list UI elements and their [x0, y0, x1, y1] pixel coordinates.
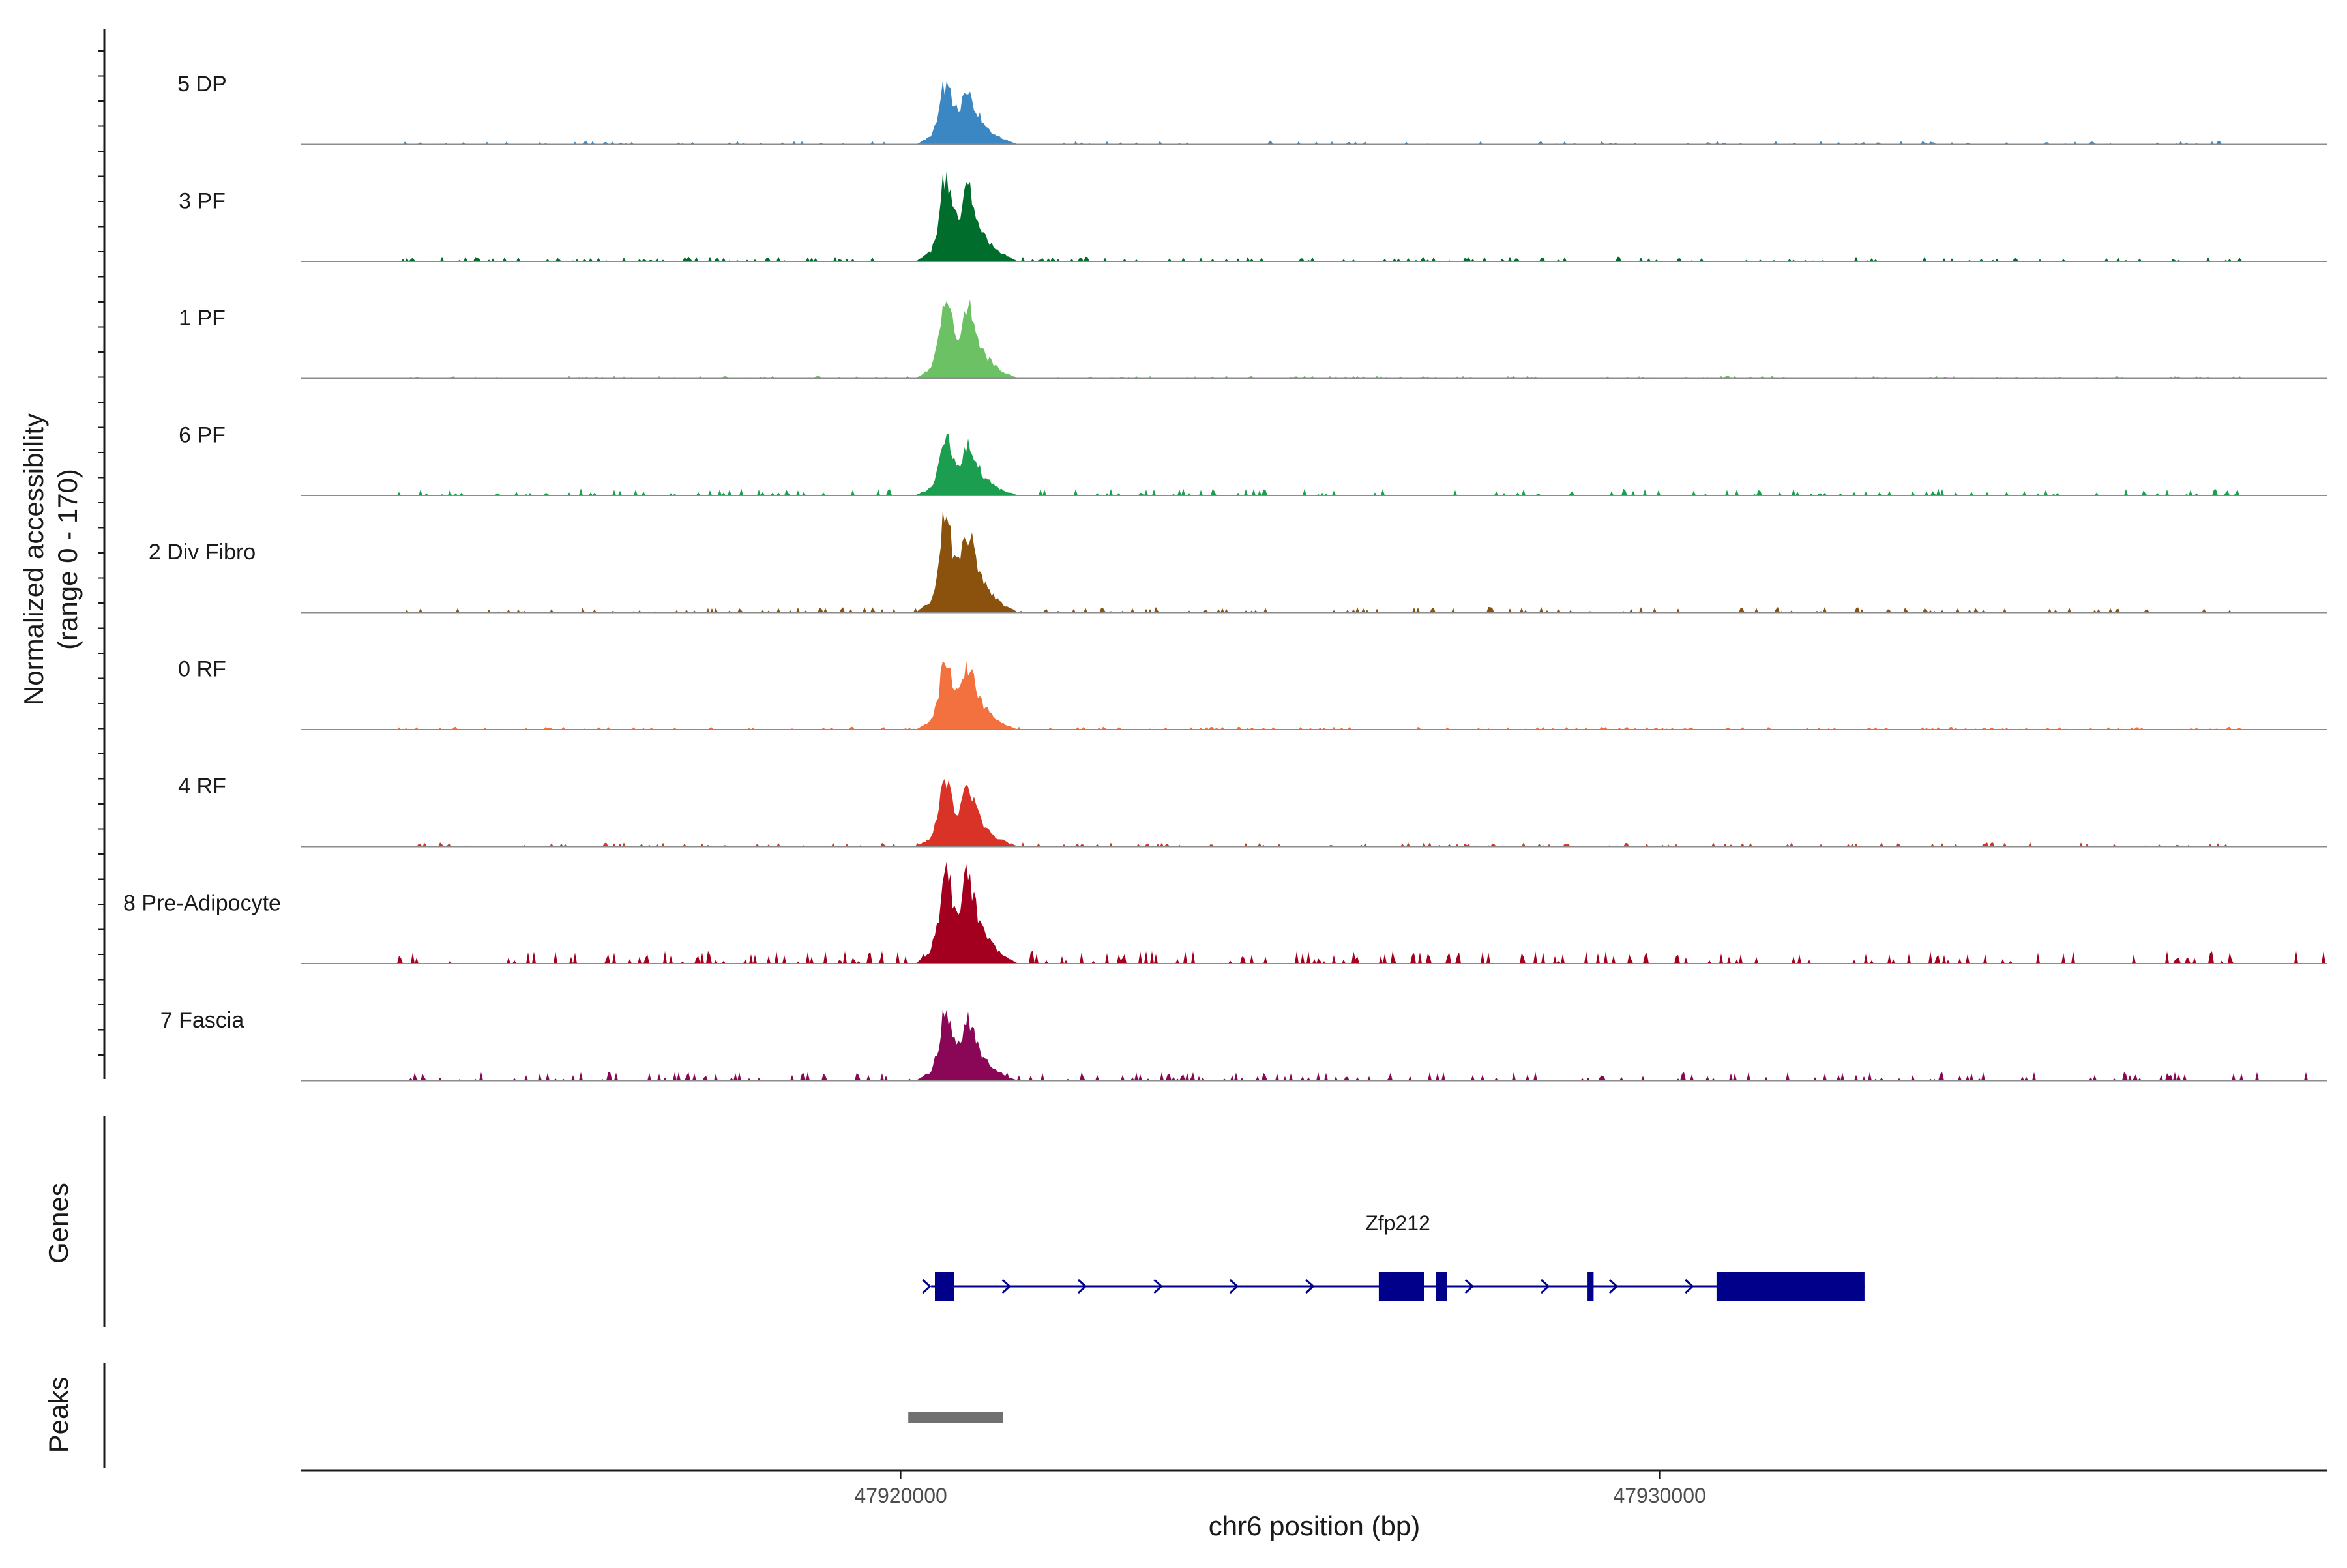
- coverage-area: [301, 778, 2327, 847]
- gene-exon: [1716, 1272, 1865, 1301]
- track-label: 5 DP: [177, 72, 227, 96]
- gene-label: Zfp212: [1365, 1211, 1430, 1235]
- strand-arrow: [1305, 1279, 1315, 1294]
- track-3: 1 PF: [179, 299, 2327, 379]
- gene-exon: [1378, 1272, 1424, 1301]
- coverage-area: [301, 80, 2327, 145]
- y-axis-title-range: (range 0 - 170): [52, 469, 83, 650]
- peak-region: [908, 1412, 1003, 1423]
- track-label: 6 PF: [179, 423, 226, 448]
- track-6: 0 RF: [178, 657, 2327, 730]
- strand-arrow: [1077, 1279, 1087, 1294]
- y-axis-title: Normalized accessibility: [18, 413, 49, 705]
- track-label: 4 RF: [178, 774, 226, 799]
- strand-arrow: [1685, 1279, 1694, 1294]
- x-axis-ticks: 47920000 47930000: [854, 1470, 1706, 1507]
- coverage-area: [301, 861, 2327, 964]
- coverage-axis-ticks: [98, 50, 104, 1056]
- track-label: 0 RF: [178, 657, 226, 682]
- coverage-area: [301, 510, 2327, 613]
- x-axis-title: chr6 position (bp): [1209, 1511, 1421, 1541]
- gene-exon: [1436, 1272, 1447, 1301]
- track-5: 2 Div Fibro: [149, 510, 2327, 614]
- track-label: 3 PF: [179, 189, 226, 214]
- strand-arrow: [1229, 1279, 1239, 1294]
- track-label: 7 Fascia: [160, 1008, 244, 1033]
- track-label: 1 PF: [179, 306, 226, 331]
- genes-track-title: Genes: [43, 1183, 74, 1264]
- track-label: 8 Pre-Adipocyte: [123, 891, 281, 916]
- track-label: 2 Div Fibro: [149, 540, 256, 565]
- gene-model: [922, 1272, 1865, 1301]
- strand-arrow: [922, 1279, 932, 1294]
- coverage-tracks: 5 DP 3 PF 1 PF 6 PF 2 Div Fibro 0 RF 4 RF 8 Pre…: [123, 72, 2327, 1082]
- coverage-area: [301, 1009, 2327, 1081]
- strand-arrow: [1608, 1279, 1619, 1294]
- track-9: 7 Fascia: [160, 1008, 2327, 1082]
- peak-regions: [908, 1412, 1003, 1423]
- coverage-area: [301, 299, 2327, 379]
- track-1: 5 DP: [177, 72, 2327, 145]
- gene-exon: [935, 1272, 954, 1301]
- x-tick-label: 47920000: [854, 1484, 947, 1507]
- track-2: 3 PF: [179, 171, 2327, 262]
- gene-exon: [1587, 1272, 1594, 1301]
- track-4: 6 PF: [179, 423, 2327, 496]
- track-7: 4 RF: [178, 774, 2327, 848]
- strand-arrow: [1001, 1279, 1011, 1294]
- strand-arrow: [1541, 1279, 1550, 1294]
- strand-arrow: [1464, 1279, 1474, 1294]
- strand-arrow: [1153, 1279, 1163, 1294]
- track-8: 8 Pre-Adipocyte: [123, 861, 2327, 964]
- coverage-area: [301, 434, 2327, 496]
- coverage-area: [301, 171, 2327, 261]
- peaks-track-title: Peaks: [43, 1377, 74, 1453]
- coverage-area: [301, 660, 2327, 730]
- x-tick-label: 47930000: [1613, 1484, 1705, 1507]
